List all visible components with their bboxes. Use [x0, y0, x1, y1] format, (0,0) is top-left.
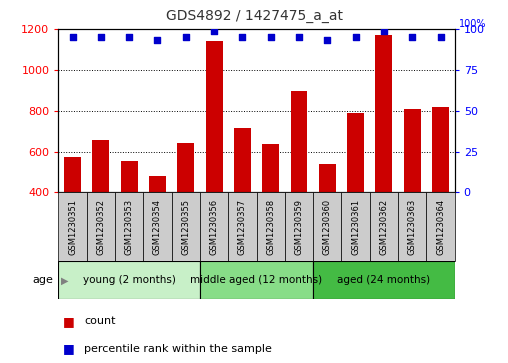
Point	[436, 34, 444, 40]
Bar	[432, 107, 449, 192]
Bar	[426, 192, 455, 261]
Text: ■: ■	[62, 342, 74, 355]
Point	[153, 37, 162, 43]
Text: GSM1230359: GSM1230359	[295, 199, 303, 255]
Bar	[341, 192, 370, 261]
Text: GSM1230364: GSM1230364	[436, 199, 445, 255]
Bar	[404, 109, 421, 192]
Text: GSM1230356: GSM1230356	[210, 199, 218, 255]
Bar	[58, 261, 200, 299]
Bar	[319, 164, 336, 192]
Bar	[398, 192, 426, 261]
Text: percentile rank within the sample: percentile rank within the sample	[84, 344, 272, 354]
Point	[295, 34, 303, 40]
Bar	[64, 157, 81, 192]
Text: aged (24 months): aged (24 months)	[337, 276, 430, 285]
Text: young (2 months): young (2 months)	[83, 276, 176, 285]
Bar	[172, 192, 200, 261]
Bar	[291, 91, 307, 192]
Text: GSM1230353: GSM1230353	[124, 199, 134, 255]
Text: GSM1230358: GSM1230358	[266, 199, 275, 255]
Point	[238, 34, 246, 40]
Text: ▶: ▶	[61, 276, 69, 285]
Text: middle aged (12 months): middle aged (12 months)	[190, 276, 323, 285]
Bar	[262, 144, 279, 192]
Text: GSM1230357: GSM1230357	[238, 199, 247, 255]
Point	[210, 28, 218, 33]
Bar	[143, 192, 172, 261]
Point	[267, 34, 275, 40]
Text: count: count	[84, 317, 116, 326]
Point	[380, 28, 388, 33]
Bar	[285, 192, 313, 261]
Bar	[58, 192, 87, 261]
Bar	[87, 192, 115, 261]
Point	[323, 37, 331, 43]
Bar	[200, 192, 228, 261]
Point	[125, 34, 133, 40]
Bar	[92, 140, 109, 192]
Text: age: age	[33, 276, 53, 285]
Bar	[206, 41, 223, 192]
Bar	[149, 176, 166, 192]
Text: GSM1230363: GSM1230363	[408, 199, 417, 255]
Bar	[200, 261, 313, 299]
Text: 100%: 100%	[459, 19, 486, 29]
Point	[408, 34, 416, 40]
Bar	[177, 143, 194, 192]
Bar	[234, 128, 251, 192]
Point	[69, 34, 77, 40]
Point	[352, 34, 360, 40]
Bar	[121, 161, 138, 192]
Bar	[313, 261, 455, 299]
Bar	[257, 192, 285, 261]
Point	[97, 34, 105, 40]
Bar	[313, 192, 341, 261]
Bar	[370, 192, 398, 261]
Text: GSM1230362: GSM1230362	[379, 199, 389, 255]
Bar	[228, 192, 257, 261]
Text: GSM1230355: GSM1230355	[181, 199, 190, 255]
Text: GSM1230351: GSM1230351	[68, 199, 77, 255]
Text: GSM1230360: GSM1230360	[323, 199, 332, 255]
Text: ■: ■	[62, 315, 74, 328]
Bar	[375, 35, 392, 192]
Text: GSM1230352: GSM1230352	[97, 199, 105, 255]
Text: GDS4892 / 1427475_a_at: GDS4892 / 1427475_a_at	[166, 9, 342, 23]
Text: GSM1230354: GSM1230354	[153, 199, 162, 255]
Bar	[347, 113, 364, 192]
Bar	[115, 192, 143, 261]
Point	[182, 34, 190, 40]
Text: GSM1230361: GSM1230361	[351, 199, 360, 255]
